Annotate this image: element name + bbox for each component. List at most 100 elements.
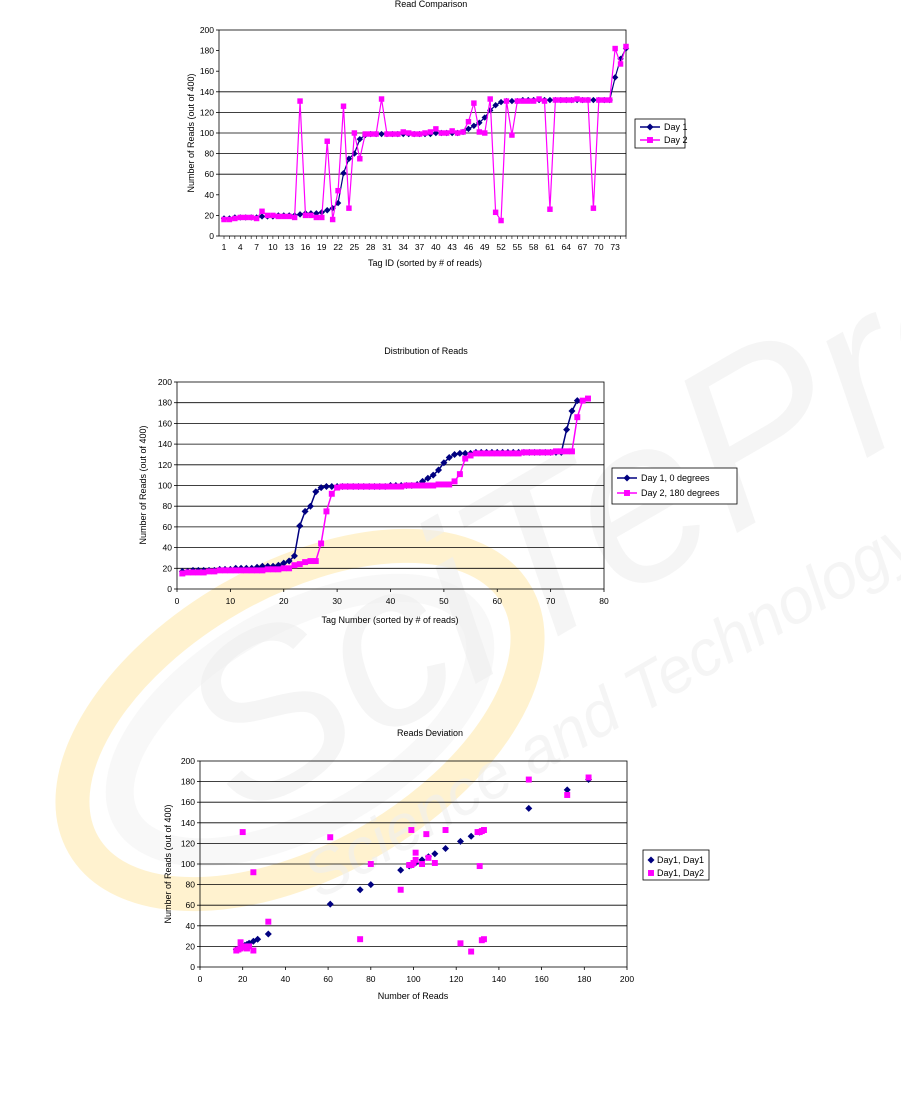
data-point	[525, 804, 533, 812]
data-point	[211, 568, 218, 575]
data-point	[456, 449, 464, 457]
data-point	[425, 854, 432, 861]
data-point	[435, 466, 443, 474]
plot-area: 0 20 40 60 80 100 120 140 160 180 200 0 20 40 60 80 100…	[181, 756, 635, 984]
series-group	[178, 395, 591, 577]
data-point	[285, 557, 293, 565]
x-tick-label: 60	[493, 596, 503, 606]
data-point	[248, 567, 255, 574]
data-point	[563, 786, 571, 794]
x-tick-label: 25	[350, 242, 360, 252]
x-tick-label: 100	[406, 974, 420, 984]
y-tick-label: 160	[200, 66, 214, 76]
data-point	[397, 886, 404, 893]
data-point	[579, 397, 586, 404]
data-point	[327, 834, 334, 841]
data-point	[291, 562, 298, 569]
plot-area: 0 20 40 60 80 100 120 140 160 180 200 0 10 20 30 40 50 6…	[158, 377, 609, 606]
data-point	[525, 776, 532, 783]
x-tick-label: 34	[399, 242, 409, 252]
data-point	[400, 129, 406, 135]
data-point	[378, 130, 385, 138]
series-group	[232, 774, 593, 955]
data-point	[430, 482, 437, 489]
x-tick-label: 52	[496, 242, 506, 252]
legend-marker	[624, 490, 630, 496]
y-tick-label: 100	[158, 481, 172, 491]
y-tick-label: 60	[186, 900, 196, 910]
data-point	[184, 569, 191, 576]
data-point	[585, 97, 591, 103]
data-point	[424, 482, 431, 489]
data-point	[460, 129, 466, 135]
data-point	[488, 450, 495, 457]
x-tick-label: 1	[222, 242, 227, 252]
x-tick-label: 13	[284, 242, 294, 252]
data-point	[412, 849, 419, 856]
y-tick-label: 140	[200, 87, 214, 97]
data-point	[478, 450, 485, 457]
data-point	[472, 450, 479, 457]
data-point	[344, 483, 351, 490]
data-point	[476, 129, 483, 135]
data-point	[579, 97, 586, 103]
data-point	[243, 214, 249, 221]
x-tick-label: 55	[513, 242, 523, 252]
data-point	[547, 206, 553, 212]
data-point	[433, 126, 439, 132]
data-point	[497, 98, 505, 106]
data-point	[429, 471, 437, 479]
y-tick-label: 20	[186, 941, 196, 951]
x-tick-label: 20	[238, 974, 248, 984]
legend-label: Day 2	[664, 135, 688, 145]
data-point	[449, 128, 455, 134]
y-tick-label: 120	[181, 838, 195, 848]
data-point	[480, 936, 487, 943]
data-point	[346, 205, 352, 211]
data-point	[275, 213, 282, 220]
data-point	[573, 397, 581, 405]
data-point	[574, 414, 581, 421]
data-point	[270, 566, 277, 573]
x-tick-label: 70	[546, 596, 556, 606]
x-tick-label: 46	[464, 242, 474, 252]
data-point	[216, 567, 223, 574]
data-point	[442, 845, 450, 853]
data-point	[596, 97, 602, 103]
data-point	[253, 563, 261, 571]
data-point	[286, 565, 293, 572]
chart-title: Read Comparison	[395, 0, 468, 9]
data-point	[313, 210, 320, 217]
y-tick-label: 80	[163, 501, 173, 511]
data-point	[357, 936, 364, 943]
x-tick-label: 70	[594, 242, 604, 252]
x-tick-label: 67	[578, 242, 588, 252]
data-point	[451, 450, 459, 458]
data-point	[444, 130, 450, 136]
data-point	[542, 449, 549, 456]
data-point	[297, 98, 303, 104]
data-point	[392, 483, 399, 490]
data-point	[237, 214, 244, 221]
y-tick-label: 200	[181, 756, 195, 766]
data-point	[465, 125, 472, 133]
x-tick-label: 31	[382, 242, 392, 252]
y-tick-label: 60	[163, 522, 173, 532]
data-point	[356, 135, 364, 143]
data-point	[541, 98, 548, 104]
data-point	[221, 216, 227, 223]
data-point	[476, 863, 483, 870]
data-point	[296, 522, 304, 530]
chart-title: Reads Deviation	[397, 728, 463, 738]
data-point	[324, 207, 331, 214]
data-point	[509, 132, 515, 138]
data-point	[329, 204, 336, 212]
data-point	[290, 552, 298, 560]
data-point	[410, 859, 417, 866]
data-point	[317, 484, 325, 492]
legend: Day1, Day1 Day1, Day2	[642, 849, 710, 881]
data-point	[355, 483, 362, 490]
data-point	[270, 212, 276, 219]
data-point	[492, 209, 499, 216]
data-point	[239, 829, 246, 836]
